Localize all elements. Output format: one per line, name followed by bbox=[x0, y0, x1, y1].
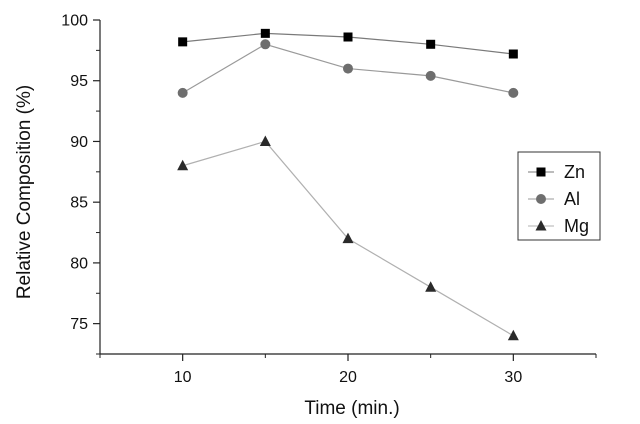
y-tick-label: 100 bbox=[61, 13, 88, 30]
data-point-zn bbox=[178, 37, 188, 47]
y-tick-label: 80 bbox=[70, 255, 88, 272]
series-al bbox=[177, 39, 519, 98]
legend-label-zn: Zn bbox=[564, 162, 585, 182]
data-point-zn bbox=[343, 32, 353, 42]
series-layer bbox=[177, 28, 519, 341]
legend-label-al: Al bbox=[564, 189, 580, 209]
data-point-zn bbox=[508, 49, 518, 59]
data-point-zn bbox=[426, 39, 436, 49]
data-point-al bbox=[425, 70, 436, 81]
data-point-al bbox=[343, 63, 353, 74]
legend-box bbox=[517, 151, 601, 241]
y-tick-label: 85 bbox=[70, 195, 88, 212]
legend-marker-mg bbox=[535, 220, 547, 231]
data-point-mg bbox=[342, 232, 354, 244]
data-point-mg bbox=[507, 329, 519, 341]
data-point-mg bbox=[425, 281, 437, 292]
y-tick-label: 75 bbox=[70, 316, 88, 333]
data-point-al bbox=[177, 87, 188, 98]
y-axis-title: Relative Composition (%) bbox=[14, 85, 35, 299]
y-tick-label: 95 bbox=[70, 73, 88, 90]
data-point-al bbox=[260, 39, 271, 50]
axes: 75 80 85 90 95 100 10 20 30 bbox=[61, 13, 597, 386]
x-tick-label: 30 bbox=[504, 369, 522, 386]
series-mg bbox=[177, 135, 519, 341]
legend-marker-zn bbox=[536, 167, 546, 177]
series-zn bbox=[178, 28, 518, 59]
legend-marker-al bbox=[536, 194, 546, 204]
data-point-mg bbox=[259, 135, 271, 146]
data-point-zn bbox=[260, 28, 270, 38]
x-axis-title: Time (min.) bbox=[304, 398, 399, 419]
data-point-al bbox=[508, 87, 519, 98]
y-tick-label: 90 bbox=[70, 134, 88, 151]
legend: Zn Al Mg bbox=[517, 151, 601, 241]
legend-label-mg: Mg bbox=[564, 216, 589, 236]
x-tick-label: 10 bbox=[174, 369, 192, 386]
x-tick-label: 20 bbox=[339, 369, 357, 386]
data-point-mg bbox=[177, 159, 189, 171]
